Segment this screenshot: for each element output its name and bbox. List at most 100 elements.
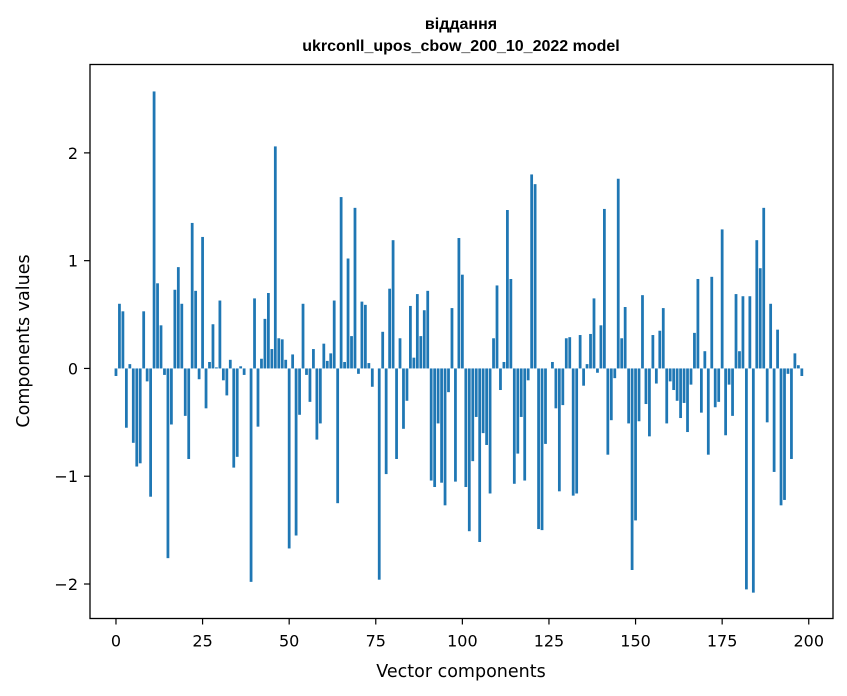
bar-143 [609, 368, 613, 421]
chart-title-line2: ukrconll_upos_cbow_200_10_2022 model [302, 38, 619, 55]
bar-12 [156, 283, 159, 369]
bar-113 [506, 210, 509, 369]
bar-166 [689, 368, 693, 385]
bar-41 [256, 368, 260, 427]
bar-21 [187, 368, 191, 459]
bar-2 [121, 311, 125, 369]
x-tick-label-0: 0 [111, 632, 121, 651]
bar-36 [239, 366, 243, 369]
bar-184 [751, 368, 755, 593]
bar-16 [170, 368, 173, 425]
bar-29 [215, 367, 218, 369]
bar-4 [128, 364, 132, 369]
bar-96 [447, 368, 450, 393]
bar-117 [519, 368, 523, 417]
x-tick-label-175: 175 [707, 632, 738, 651]
bar-126 [551, 361, 554, 369]
bar-115 [512, 368, 516, 484]
bar-3 [124, 368, 128, 428]
bar-89 [422, 310, 426, 369]
bar-67 [346, 258, 350, 369]
bar-144 [613, 368, 617, 379]
x-tick-label-200: 200 [793, 632, 824, 651]
bar-185 [755, 240, 759, 369]
bar-62 [329, 353, 333, 369]
bar-150 [634, 368, 637, 521]
bar-27 [208, 361, 211, 369]
bar-108 [488, 368, 492, 494]
bar-10 [149, 368, 152, 497]
bar-133 [575, 368, 579, 494]
bar-95 [443, 368, 447, 506]
bar-141 [603, 208, 606, 369]
bar-49 [284, 359, 288, 369]
bar-65 [339, 197, 343, 369]
y-tick-label-2: 2 [68, 144, 78, 163]
y-axis-ticks: −2 −1 0 1 2 [54, 144, 90, 594]
bar-179 [734, 294, 738, 369]
bar-131 [568, 337, 572, 369]
bar-61 [325, 360, 329, 369]
x-tick-label-25: 25 [192, 632, 212, 651]
bar-66 [343, 361, 346, 369]
y-tick-label-1: 1 [68, 252, 78, 271]
bar-158 [661, 308, 665, 369]
bar-160 [668, 368, 672, 382]
bar-92 [433, 368, 437, 488]
bar-111 [499, 368, 502, 391]
bar-48 [280, 339, 284, 369]
bar-77 [381, 331, 385, 369]
bar-73 [367, 363, 371, 369]
bar-188 [765, 368, 769, 423]
bar-142 [606, 368, 610, 455]
y-tick-label--2: −2 [54, 575, 78, 594]
y-tick-label--1: −1 [54, 467, 78, 486]
bar-110 [495, 285, 499, 369]
bar-7 [138, 368, 142, 464]
bar-120 [530, 174, 534, 369]
bar-192 [779, 368, 783, 506]
bar-99 [457, 238, 461, 369]
bar-145 [616, 178, 620, 369]
bar-187 [762, 207, 766, 369]
bar-134 [578, 335, 582, 369]
bar-69 [353, 207, 357, 369]
bar-30 [218, 300, 222, 369]
bar-194 [786, 368, 790, 374]
bar-57 [312, 349, 315, 369]
bar-154 [648, 368, 651, 437]
bar-180 [738, 351, 741, 369]
bar-109 [492, 338, 495, 369]
y-axis-label: Components values [14, 254, 34, 427]
bar-34 [232, 368, 236, 468]
bar-191 [776, 329, 779, 369]
bar-140 [599, 325, 603, 369]
bar-37 [242, 368, 246, 375]
bar-135 [582, 368, 585, 386]
bar-114 [509, 278, 513, 369]
bar-101 [464, 368, 468, 488]
bar-84 [405, 368, 409, 401]
bar-23 [194, 290, 198, 369]
bar-60 [322, 343, 326, 369]
bar-79 [388, 288, 392, 369]
bar-43 [263, 318, 267, 369]
bar-83 [402, 368, 405, 429]
x-tick-label-100: 100 [447, 632, 478, 651]
bar-0 [114, 368, 118, 376]
bar-82 [398, 338, 402, 369]
x-tick-label-50: 50 [279, 632, 299, 651]
bar-50 [287, 368, 291, 549]
bar-195 [790, 368, 793, 459]
bar-15 [166, 368, 170, 559]
bar-116 [516, 368, 520, 454]
bar-46 [273, 146, 277, 369]
bar-189 [769, 303, 773, 369]
x-axis-label: Vector components [376, 662, 545, 682]
bar-162 [675, 368, 679, 401]
bar-100 [460, 274, 464, 369]
bar-106 [481, 368, 485, 434]
bar-129 [561, 368, 565, 406]
bar-40 [253, 298, 256, 369]
bars-group [114, 91, 804, 593]
